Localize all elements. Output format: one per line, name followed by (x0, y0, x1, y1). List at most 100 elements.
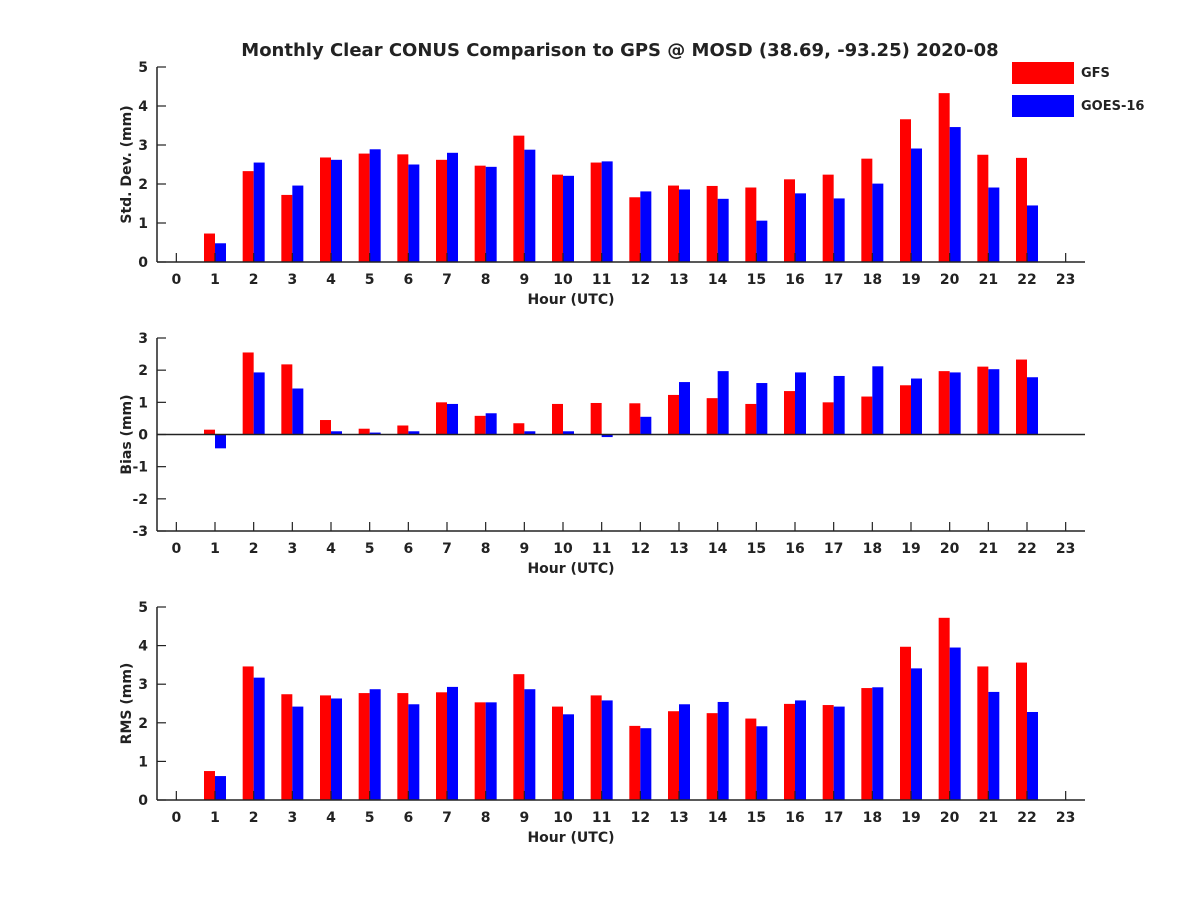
rms-x-tick-label-12: 12 (631, 810, 650, 826)
rms-y-axis-label: RMS (mm) (119, 663, 135, 745)
bar-rms-goes16-hour-21 (988, 691, 1000, 800)
stddev-y-tick-label-1: 1 (138, 216, 148, 232)
bar-stddev-goes16-hour-13 (679, 189, 690, 262)
legend-item-gfs: GFS (1012, 62, 1144, 84)
stddev-x-tick-label-17: 17 (824, 272, 843, 288)
rms-x-tick-label-7: 7 (442, 810, 452, 826)
rms-x-tick-label-6: 6 (403, 810, 413, 826)
bar-bias-gfs-hour-2 (242, 352, 254, 435)
bias-y-tick-label--2: -2 (132, 492, 148, 508)
rms-x-tick-label-22: 22 (1017, 810, 1036, 826)
bar-stddev-gfs-hour-5 (358, 153, 370, 262)
bar-rms-goes16-hour-22 (1027, 711, 1038, 800)
bar-stddev-gfs-hour-10 (552, 174, 563, 262)
bar-rms-goes16-hour-12 (640, 728, 652, 800)
bar-rms-goes16-hour-7 (447, 686, 458, 800)
bias-y-tick-label--3: -3 (132, 524, 148, 540)
bar-rms-gfs-hour-10 (552, 706, 563, 800)
bar-stddev-goes16-hour-8 (485, 166, 497, 262)
bar-rms-gfs-hour-13 (668, 711, 679, 800)
rms-x-tick-label-10: 10 (553, 810, 573, 826)
bar-stddev-gfs-hour-6 (397, 154, 409, 262)
bar-rms-gfs-hour-22 (1016, 662, 1027, 800)
bar-bias-gfs-hour-11 (590, 402, 602, 435)
legend-swatch-gfs (1012, 62, 1074, 84)
bar-rms-goes16-hour-15 (756, 726, 768, 800)
stddev-x-tick-label-0: 0 (171, 272, 181, 288)
bias-x-tick-label-8: 8 (481, 541, 491, 557)
bar-bias-goes16-hour-7 (447, 403, 458, 435)
stddev-x-tick-label-18: 18 (863, 272, 882, 288)
bar-rms-goes16-hour-3 (292, 706, 304, 800)
bias-y-tick-label-0: 0 (138, 428, 148, 444)
rms-x-tick-label-9: 9 (519, 810, 529, 826)
bar-rms-goes16-hour-4 (331, 698, 342, 800)
bar-rms-gfs-hour-6 (397, 693, 409, 800)
bar-stddev-goes16-hour-18 (872, 183, 884, 262)
bar-bias-gfs-hour-21 (977, 366, 989, 435)
bar-stddev-goes16-hour-11 (601, 161, 613, 262)
bar-bias-gfs-hour-9 (513, 423, 525, 435)
bar-bias-goes16-hour-2 (253, 372, 265, 435)
stddev-y-tick-label-4: 4 (138, 99, 148, 115)
bar-stddev-gfs-hour-17 (822, 174, 834, 262)
bar-rms-goes16-hour-20 (949, 647, 961, 800)
bar-rms-goes16-hour-16 (795, 700, 806, 800)
bias-x-tick-label-0: 0 (171, 541, 181, 557)
stddev-x-tick-label-22: 22 (1017, 272, 1036, 288)
rms-x-tick-label-20: 20 (940, 810, 960, 826)
bias-x-tick-label-13: 13 (669, 541, 688, 557)
bar-bias-gfs-hour-14 (706, 398, 718, 435)
bar-bias-gfs-hour-13 (668, 394, 679, 435)
bar-bias-gfs-hour-5 (358, 428, 370, 435)
bar-stddev-gfs-hour-21 (977, 154, 989, 262)
legend: GFS GOES-16 (1012, 62, 1144, 128)
rms-x-tick-label-23: 23 (1056, 810, 1075, 826)
bar-bias-goes16-hour-8 (485, 413, 497, 435)
bar-stddev-gfs-hour-18 (861, 158, 873, 262)
legend-label-gfs: GFS (1081, 65, 1110, 81)
stddev-x-tick-label-14: 14 (708, 272, 728, 288)
bar-rms-gfs-hour-17 (822, 705, 834, 800)
bar-bias-goes16-hour-10 (563, 431, 574, 435)
bar-rms-goes16-hour-8 (485, 702, 497, 800)
bar-rms-gfs-hour-4 (320, 695, 331, 800)
bias-x-tick-label-20: 20 (940, 541, 960, 557)
bias-y-tick-label-2: 2 (138, 363, 148, 379)
rms-y-tick-label-4: 4 (138, 639, 148, 655)
bar-rms-gfs-hour-14 (706, 713, 718, 800)
bar-stddev-goes16-hour-7 (447, 152, 458, 262)
bar-stddev-goes16-hour-16 (795, 193, 806, 262)
bar-bias-goes16-hour-18 (872, 366, 884, 435)
bar-rms-goes16-hour-10 (563, 714, 574, 800)
bar-rms-gfs-hour-9 (513, 674, 525, 800)
bar-bias-goes16-hour-5 (369, 432, 381, 435)
bias-x-tick-label-4: 4 (326, 541, 336, 557)
bar-rms-goes16-hour-13 (679, 704, 690, 800)
stddev-x-tick-label-8: 8 (481, 272, 491, 288)
bar-stddev-gfs-hour-11 (590, 162, 602, 262)
bar-stddev-gfs-hour-19 (900, 119, 911, 262)
bar-bias-goes16-hour-13 (679, 382, 690, 435)
bar-stddev-gfs-hour-1 (204, 233, 215, 262)
bar-bias-gfs-hour-3 (281, 364, 293, 435)
bias-x-tick-label-7: 7 (442, 541, 452, 557)
bar-stddev-gfs-hour-15 (745, 187, 757, 262)
bar-bias-gfs-hour-22 (1016, 359, 1027, 435)
bar-rms-gfs-hour-11 (590, 695, 602, 800)
bar-stddev-gfs-hour-12 (629, 197, 641, 262)
bar-stddev-goes16-hour-6 (408, 164, 420, 262)
bar-stddev-goes16-hour-14 (717, 198, 729, 262)
bar-bias-goes16-hour-22 (1027, 377, 1038, 435)
bar-bias-gfs-hour-6 (397, 425, 409, 435)
rms-x-tick-label-13: 13 (669, 810, 688, 826)
rms-y-tick-label-3: 3 (138, 677, 148, 693)
bar-rms-gfs-hour-5 (358, 693, 370, 800)
bar-stddev-gfs-hour-22 (1016, 157, 1027, 262)
stddev-y-tick-label-5: 5 (138, 60, 148, 76)
stddev-x-tick-label-21: 21 (979, 272, 998, 288)
bias-y-tick-label-3: 3 (138, 331, 148, 347)
bias-x-tick-label-12: 12 (631, 541, 650, 557)
stddev-x-tick-label-16: 16 (785, 272, 804, 288)
bar-bias-gfs-hour-1 (204, 429, 215, 435)
